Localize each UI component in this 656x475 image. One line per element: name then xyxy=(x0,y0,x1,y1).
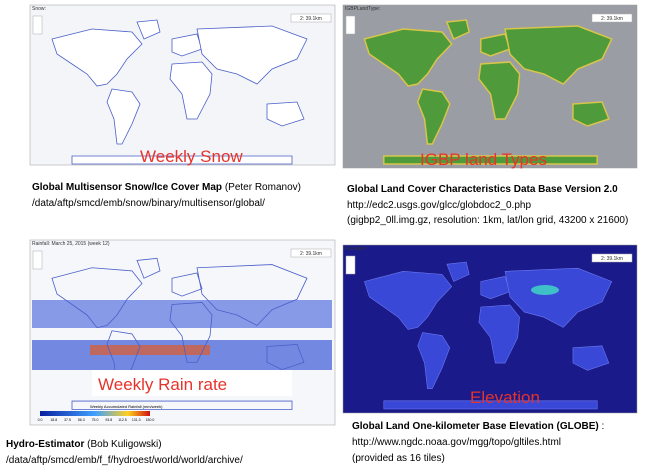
legend-tick-label: 75.0 xyxy=(92,418,99,422)
map-panel: Snow: 2: 39.1km Weekly Snow xyxy=(29,4,336,166)
caption-line: http://www.ngdc.noaa.gov/mgg/topo/gltile… xyxy=(352,437,561,448)
map-header: Snow: xyxy=(32,6,46,12)
caption-author: : xyxy=(599,421,605,432)
caption-author: (Bob Kuligowski) xyxy=(84,439,161,450)
map-header: Rainfall: March 25, 2015 (week 12) xyxy=(32,241,110,247)
map-panel: Rainfall: March 25, 2015 (week 12) 2: 39… xyxy=(29,239,336,426)
caption-line: /data/aftp/smcd/emb/f_f/hydroest/world/w… xyxy=(6,455,243,466)
map-header: IGBPLandType: xyxy=(345,6,380,12)
scale-label: 2: 39.1km xyxy=(601,256,623,262)
caption: Global Land One-kilometer Base Elevation… xyxy=(352,421,604,432)
caption-title: Global Land Cover Characteristics Data B… xyxy=(347,184,618,195)
caption-title: Global Land One-kilometer Base Elevation… xyxy=(352,421,599,432)
map-header: Elevation: xyxy=(345,246,367,252)
overlay-label: Weekly Snow xyxy=(140,147,243,166)
legend-tick-label: 131.3 xyxy=(132,418,141,422)
caption: Global Multisensor Snow/Ice Cover Map (P… xyxy=(32,182,301,193)
scale-label: 2: 39.1km xyxy=(300,251,322,257)
map-panel: IGBPLandType: 2: 39.1km IGBP land Types xyxy=(342,4,638,169)
zoom-control[interactable] xyxy=(32,250,43,270)
caption-author: (Peter Romanov) xyxy=(222,182,301,193)
legend-tick-label: 93.8 xyxy=(105,418,112,422)
scale-label: 2: 39.1km xyxy=(300,16,322,22)
zoom-control[interactable] xyxy=(345,255,356,275)
legend-tick-label: 0.0 xyxy=(38,418,43,422)
legend-tick-label: 37.5 xyxy=(64,418,71,422)
legend-tick-label: 56.3 xyxy=(78,418,85,422)
caption-line: http://edc2.usgs.gov/glcc/globdoc2_0.php xyxy=(347,200,531,211)
caption-title: Hydro-Estimator xyxy=(6,439,84,450)
overlay-label: IGBP land Types xyxy=(420,150,547,169)
caption-line: (provided as 16 tiles) xyxy=(352,453,445,464)
zoom-control[interactable] xyxy=(345,15,356,35)
caption: Global Land Cover Characteristics Data B… xyxy=(347,184,618,195)
legend-tick-label: 18.8 xyxy=(50,418,57,422)
legend-colorbar xyxy=(40,411,150,416)
legend-title: Weekly Accumulated Rainfall (mm/week) xyxy=(90,404,163,409)
legend-tick-label: 112.5 xyxy=(118,418,127,422)
overlay-label: Weekly Rain rate xyxy=(98,375,227,394)
scale-label: 2: 39.1km xyxy=(601,16,623,22)
overlay-label: Elevation xyxy=(470,388,540,407)
caption-title: Global Multisensor Snow/Ice Cover Map xyxy=(32,182,222,193)
caption: Hydro-Estimator (Bob Kuligowski) xyxy=(6,439,162,450)
legend-tick-label: 150.0 xyxy=(146,418,155,422)
map-panel: Elevation: 2: 39.1km Elevation xyxy=(342,244,638,414)
caption-line: (gigbp2_0ll.img.gz, resolution: 1km, lat… xyxy=(347,215,628,226)
zoom-control[interactable] xyxy=(32,15,43,35)
caption-line: /data/aftp/smcd/emb/snow/binary/multisen… xyxy=(32,198,265,209)
